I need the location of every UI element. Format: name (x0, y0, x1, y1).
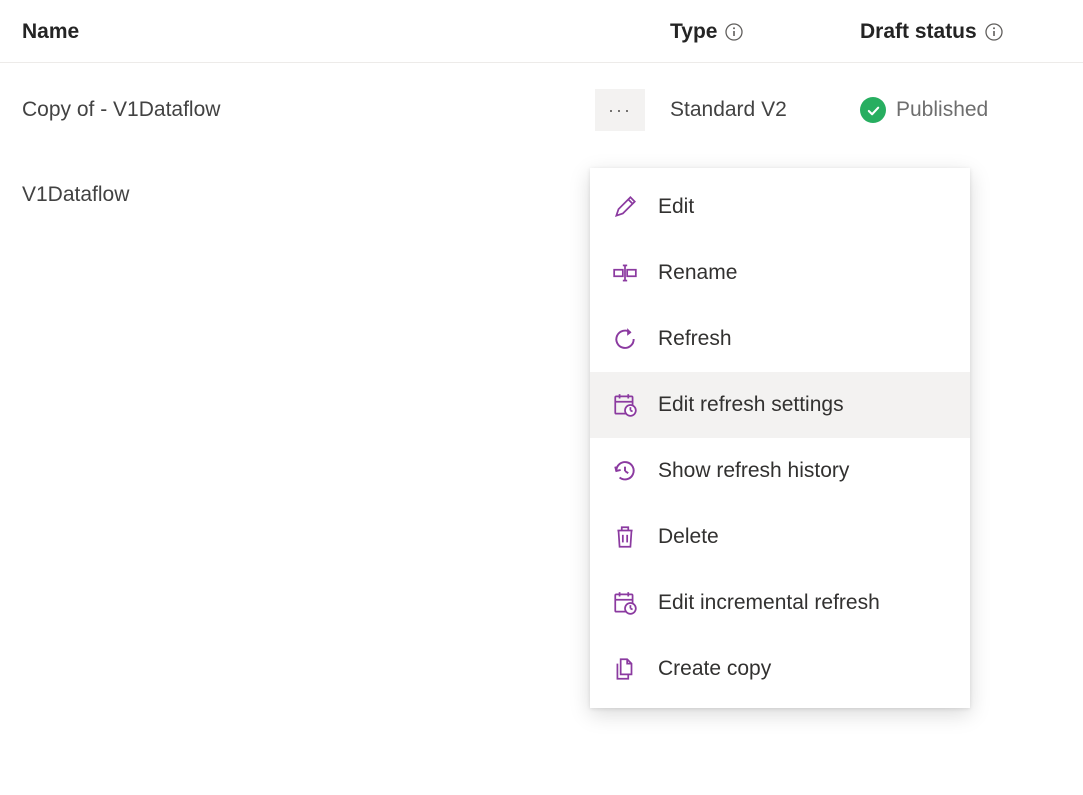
dataflow-name[interactable]: V1Dataflow (0, 183, 590, 207)
column-header-name[interactable]: Name (0, 20, 590, 44)
menu-item-label: Show refresh history (658, 459, 849, 483)
context-menu: Edit Rename Refresh (590, 168, 970, 708)
rename-icon (612, 260, 638, 286)
edit-icon (612, 194, 638, 220)
menu-item-create-copy[interactable]: Create copy (590, 636, 970, 702)
menu-item-label: Edit incremental refresh (658, 591, 880, 615)
menu-item-label: Edit (658, 195, 694, 219)
column-header-type-label: Type (670, 20, 717, 44)
info-icon[interactable] (985, 23, 1003, 41)
schedule-icon (612, 590, 638, 616)
table-header: Name Type Draft status (0, 0, 1083, 63)
success-check-icon (860, 97, 886, 123)
dataflow-status: Published (860, 97, 1060, 123)
menu-item-edit-incremental-refresh[interactable]: Edit incremental refresh (590, 570, 970, 636)
schedule-icon (612, 392, 638, 418)
menu-item-label: Delete (658, 525, 719, 549)
status-label: Published (896, 98, 988, 122)
menu-item-label: Refresh (658, 327, 732, 351)
menu-item-edit[interactable]: Edit (590, 174, 970, 240)
menu-item-label: Create copy (658, 657, 771, 681)
history-icon (612, 458, 638, 484)
refresh-icon (612, 326, 638, 352)
dataflow-type: Standard V2 (650, 98, 860, 122)
info-icon[interactable] (725, 23, 743, 41)
more-actions-button[interactable]: ··· (595, 89, 645, 131)
menu-item-label: Edit refresh settings (658, 393, 844, 417)
delete-icon (612, 524, 638, 550)
copy-icon (612, 656, 638, 682)
column-header-status[interactable]: Draft status (860, 20, 1060, 44)
column-header-status-label: Draft status (860, 20, 977, 44)
column-header-type[interactable]: Type (650, 20, 860, 44)
menu-item-edit-refresh-settings[interactable]: Edit refresh settings (590, 372, 970, 438)
menu-item-label: Rename (658, 261, 737, 285)
menu-item-show-refresh-history[interactable]: Show refresh history (590, 438, 970, 504)
table-row[interactable]: Copy of - V1Dataflow ··· Standard V2 Pub… (0, 63, 1083, 157)
menu-item-delete[interactable]: Delete (590, 504, 970, 570)
menu-item-refresh[interactable]: Refresh (590, 306, 970, 372)
dataflow-name[interactable]: Copy of - V1Dataflow (0, 98, 590, 122)
menu-item-rename[interactable]: Rename (590, 240, 970, 306)
